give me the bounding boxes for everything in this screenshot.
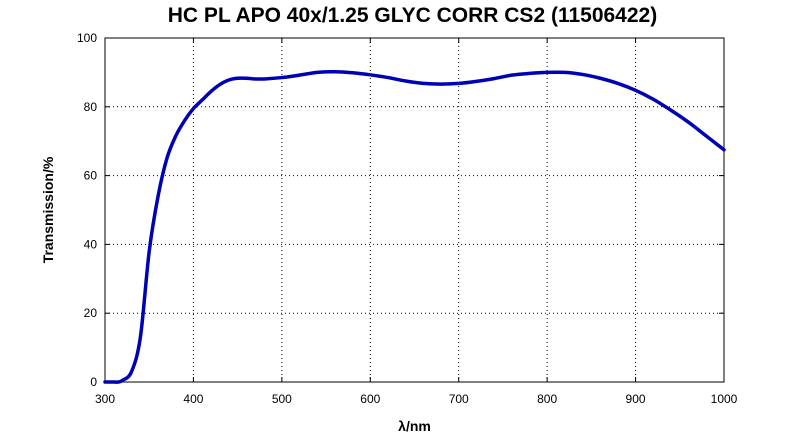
series-layer: [103, 69, 726, 384]
y-tick-label: 0: [90, 375, 97, 389]
transmission-curve: [103, 69, 726, 384]
plot-frame: [104, 37, 725, 383]
x-tick-label: 500: [272, 392, 292, 406]
grid: [105, 38, 724, 382]
x-axis-label: λ/nm: [398, 418, 431, 434]
x-tick-label: 600: [360, 392, 380, 406]
y-tick-label: 20: [84, 306, 98, 320]
x-tick-label: 1000: [711, 392, 738, 406]
x-tick-label: 300: [95, 392, 115, 406]
x-tick-label: 900: [626, 392, 646, 406]
y-axis-label: Transmission/%: [40, 156, 56, 263]
y-tick-label: 80: [84, 100, 98, 114]
x-tick-label: 700: [449, 392, 469, 406]
chart-title: HC PL APO 40x/1.25 GLYC CORR CS2 (115064…: [167, 4, 658, 27]
y-tick-label: 60: [84, 169, 98, 183]
x-tick-label: 400: [183, 392, 203, 406]
y-tick-label: 100: [77, 31, 97, 45]
ticks: 300 400 500 600 700 800 900 1000 0 20 40 60 80 100: [77, 31, 738, 406]
y-tick-label: 40: [84, 237, 98, 251]
x-tick-label: 800: [537, 392, 557, 406]
